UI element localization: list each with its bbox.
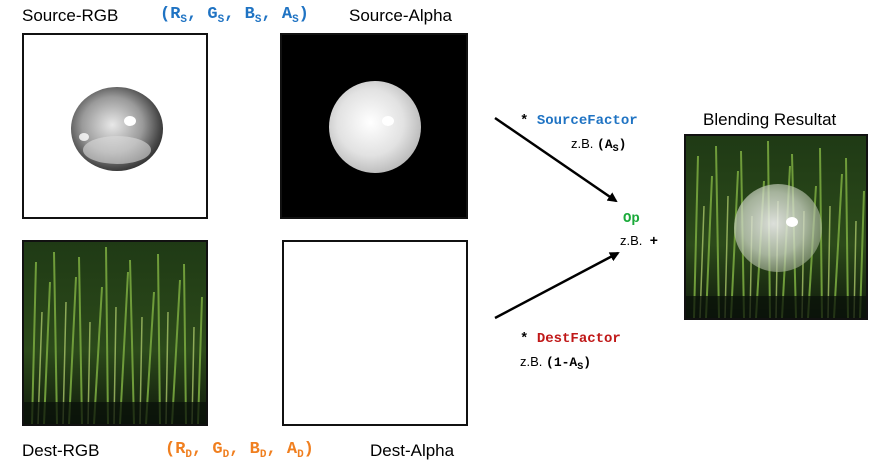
dest-arrow [494,251,620,320]
source-rgba-tuple: (RS, GS, BS, AS) [160,5,309,26]
dest-alpha-image [282,240,468,426]
source-rgb-image [22,33,208,219]
source-factor-label: * SourceFactor [520,113,638,129]
source-alpha-image [280,33,468,219]
source-factor-example: z.B. (AS) [571,136,627,155]
blend-result-image [684,134,868,320]
op-label: Op [623,211,640,227]
dest-rgb-image [22,240,208,426]
source-rgb-label: Source-RGB [22,6,119,25]
dest-rgba-tuple: (RD, GD, BD, AD) [165,440,314,461]
dest-factor-label: * DestFactor [520,331,621,347]
blend-result-label: Blending Resultat [703,110,837,129]
source-arrow [494,116,618,203]
dest-factor-example: z.B. (1-AS) [520,354,592,373]
dest-alpha-label: Dest-Alpha [370,441,455,460]
dest-rgb-label: Dest-RGB [22,441,100,460]
op-example: z.B. + [620,233,659,250]
source-alpha-label: Source-Alpha [349,6,453,25]
